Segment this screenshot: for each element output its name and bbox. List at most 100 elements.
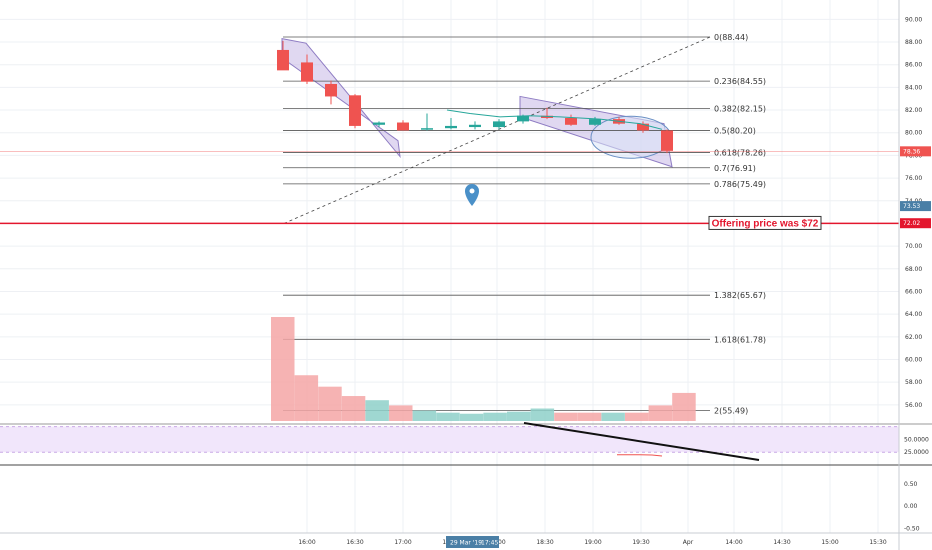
rsi-tick-label: 50.0000 <box>904 436 929 443</box>
crosshair-time-tag <box>446 536 499 548</box>
candle-body <box>565 117 577 125</box>
price-tick-label: 76.00 <box>905 175 922 182</box>
candle-body <box>325 83 337 97</box>
price-tag-label: 78.36 <box>903 148 920 155</box>
price-tick-label: 82.00 <box>905 107 922 114</box>
price-tick-label: 86.00 <box>905 62 922 69</box>
volume-bar <box>577 412 602 421</box>
candle-body <box>373 122 385 125</box>
candle-body <box>469 124 481 128</box>
price-tag <box>900 201 931 212</box>
price-tags: 78.36 73.53 72.02 <box>900 146 931 229</box>
fib-level-label: 2(55.49) <box>714 407 748 416</box>
price-tick-label: 88.00 <box>905 39 922 46</box>
crosshair-time-label: 17:45 <box>481 540 498 547</box>
price-tick-label: 70.00 <box>905 243 922 250</box>
time-tick-label: 16:00 <box>298 539 315 546</box>
price-tick-label: 56.00 <box>905 402 922 409</box>
volume-profile <box>271 317 696 421</box>
price-tick-label: 58.00 <box>905 379 922 386</box>
fib-level-label: 1.618(61.78) <box>714 335 766 344</box>
candle-body <box>517 115 529 122</box>
volume-bar <box>554 412 578 421</box>
fib-level-label: 0.618(78.26) <box>714 148 766 157</box>
price-tick-label: 90.00 <box>905 16 922 23</box>
volume-bar <box>389 405 413 421</box>
candle-body <box>421 128 433 130</box>
price-tick-label: 66.00 <box>905 288 922 295</box>
candle-body <box>589 119 601 125</box>
price-tick-label: 80.00 <box>905 130 922 137</box>
time-tick-label: 17:00 <box>394 539 411 546</box>
axes: 90.0088.0086.0084.0082.0080.0078.0076.00… <box>898 0 922 550</box>
price-tick-label: 62.00 <box>905 334 922 341</box>
macd-tick-label: 0.50 <box>904 481 918 488</box>
price-tick-label: 84.00 <box>905 84 922 91</box>
volume-bar <box>412 410 437 421</box>
fib-level-label: 0.7(76.91) <box>714 164 756 173</box>
volume-bar <box>648 405 673 421</box>
candles <box>277 40 673 154</box>
macd-tick-label: 0.00 <box>904 503 918 510</box>
volume-bar <box>672 392 696 421</box>
fib-level-label: 0.236(84.55) <box>714 77 766 86</box>
time-axis: 16:0016:3017:0017:3018:0018:3019:0019:30… <box>0 532 932 548</box>
volume-bar <box>530 408 555 421</box>
volume-bar <box>507 411 531 421</box>
candle-body <box>301 62 313 82</box>
volume-bar <box>625 412 649 421</box>
candle-body <box>397 122 409 131</box>
time-tick-label: 14:30 <box>773 539 790 546</box>
candle-body <box>493 121 505 128</box>
fib-level-label: 1.382(65.67) <box>714 291 766 300</box>
rsi-tick-label: 25.0000 <box>904 449 929 456</box>
candle-body <box>445 125 457 129</box>
location-marker-icon <box>465 184 479 206</box>
price-tag-label: 73.53 <box>903 203 920 210</box>
rsi-band <box>0 426 899 453</box>
crosshair-date-label: 29 Mar '19 <box>450 540 482 547</box>
offering-note-box <box>708 215 822 230</box>
location-marker-dot <box>469 188 475 194</box>
price-tick-label: 64.00 <box>905 311 922 318</box>
fibonacci-levels: 0(88.44) 0.236(84.55) 0.382(82.15) 0.5(80.2… <box>283 33 766 416</box>
price-tag <box>900 146 931 157</box>
divergence-line <box>523 422 760 461</box>
rsi-line <box>617 454 663 457</box>
price-tag <box>900 218 931 229</box>
time-tick-label: Apr <box>683 539 694 546</box>
time-tick-label: 19:30 <box>632 539 649 546</box>
volume-bar <box>365 400 389 421</box>
volume-bar <box>601 412 625 421</box>
time-tick-label: 14:00 <box>725 539 742 546</box>
price-tick-label: 60.00 <box>905 357 922 364</box>
fib-level-label: 0(88.44) <box>714 33 748 42</box>
moving-average-line <box>446 109 663 130</box>
price-tag-label: 72.02 <box>903 220 920 227</box>
drawings: Offering price was $72 <box>0 151 899 461</box>
fib-level-label: 0.5(80.20) <box>714 126 756 135</box>
rsi-panel[interactable]: 50.0000 25.0000 0.50 0.00 -0.50 <box>0 423 932 533</box>
volume-bar <box>294 375 319 421</box>
time-tick-label: 15:30 <box>869 539 886 546</box>
candle-body <box>637 123 649 131</box>
fib-level-label: 0.382(82.15) <box>714 104 766 113</box>
candle-body <box>661 130 673 151</box>
candle-body <box>277 49 289 71</box>
volume-bar <box>318 386 342 421</box>
volume-bar <box>271 317 295 421</box>
volume-bar <box>436 412 460 421</box>
macd-tick-label: -0.50 <box>904 526 920 533</box>
volume-bar <box>483 412 507 421</box>
time-tick-label: 15:00 <box>821 539 838 546</box>
volume-bar <box>459 413 484 421</box>
offering-note: Offering price was $72 <box>712 218 819 229</box>
time-tick-label: 18:30 <box>536 539 553 546</box>
candle-body <box>349 95 361 126</box>
price-tick-label: 68.00 <box>905 266 922 273</box>
time-tick-label: 16:30 <box>346 539 363 546</box>
time-tick-label: 19:00 <box>584 539 601 546</box>
volume-bar <box>341 396 366 421</box>
